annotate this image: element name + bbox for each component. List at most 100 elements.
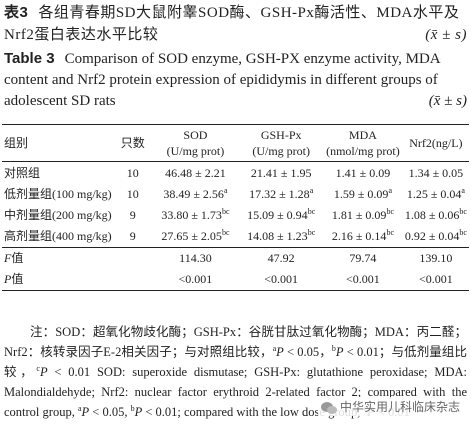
caption-label: 表3 bbox=[4, 4, 29, 21]
significance-mark: a bbox=[388, 186, 392, 195]
caption-cn: 表3 各组青春期SD大鼠附睾SOD酶、GSH-Px酶活性、MDA水平及Nrf2蛋白… bbox=[4, 2, 467, 46]
note-sup: b bbox=[331, 343, 336, 353]
cell-text: 对照组 bbox=[4, 166, 41, 180]
watermark: 中华实用儿科临床杂志 bbox=[317, 397, 463, 416]
significance-mark: a bbox=[223, 186, 228, 195]
stat-value: 79.74 bbox=[349, 251, 377, 265]
table-header: 组别 只数 SOD (U/mg prot) GSH-Px (U/mg prot) MDA (n… bbox=[2, 124, 469, 162]
header-unit: (nmol/mg prot) bbox=[326, 144, 400, 158]
cell-text: 38.49 ± 2.56 bbox=[163, 187, 224, 201]
column-header: Nrf2(ng/L) bbox=[403, 125, 469, 162]
caption-en: Table 3 Comparison of SOD enzyme, GSH-PX … bbox=[4, 48, 467, 112]
group-cell: 中剂量组(200 mg/kg) bbox=[2, 205, 114, 226]
significance-mark: bc bbox=[221, 207, 230, 216]
significance-mark: bc bbox=[459, 228, 467, 237]
significance-mark: bc bbox=[386, 207, 394, 216]
stat-label: P值 bbox=[2, 269, 114, 291]
header-unit: (U/mg prot) bbox=[166, 144, 225, 158]
table-row: 低剂量组(100 mg/kg) 10 38.49 ± 2.56a 17.32 ± 1.… bbox=[2, 184, 469, 205]
stat-value: 47.92 bbox=[267, 251, 295, 265]
header-text: SOD bbox=[183, 128, 208, 142]
caption-label: Table 3 bbox=[4, 50, 55, 67]
cell: 1.34 ± 0.05 bbox=[403, 162, 469, 185]
note-sup: a bbox=[272, 343, 277, 353]
note-text: < 0.05， bbox=[283, 345, 332, 359]
note-sup: c bbox=[36, 363, 40, 373]
cell: 15.09 ± 0.94bc bbox=[239, 205, 323, 226]
watermark-icon bbox=[320, 401, 337, 414]
cell-text: 10 bbox=[126, 166, 139, 180]
cell: 9 bbox=[114, 226, 152, 248]
cell-text: 46.48 ± 2.21 bbox=[165, 166, 226, 180]
note-text: 注：SOD：超氧化物歧化酶；GSH-Px：谷胱甘肽过氧化物酶；MDA：丙二醛；N… bbox=[4, 325, 467, 359]
group-cell: 高剂量组(400 mg/kg) bbox=[2, 226, 114, 248]
stat-value: <0.001 bbox=[419, 272, 453, 286]
table-row: 高剂量组(400 mg/kg) 9 27.65 ± 2.05bc 14.08 ± 1.… bbox=[2, 226, 469, 248]
stat-value: <0.001 bbox=[178, 272, 213, 286]
note-italic: P bbox=[81, 405, 90, 419]
note-text: < 0.01; compared with the low dose group… bbox=[142, 405, 364, 419]
header-text: MDA bbox=[348, 128, 377, 142]
cell-text: 低剂量组(100 mg/kg) bbox=[4, 187, 112, 201]
cell: 17.32 ± 1.28a bbox=[239, 184, 323, 205]
cell-text: 1.59 ± 0.09 bbox=[333, 187, 389, 201]
cell-text: 10 bbox=[126, 187, 139, 201]
cell-text: 17.32 ± 1.28 bbox=[249, 187, 310, 201]
cell: 14.08 ± 1.23bc bbox=[239, 226, 323, 248]
stat-label-text: 值 bbox=[11, 251, 24, 265]
cell-text: 1.34 ± 0.05 bbox=[408, 166, 464, 180]
column-header: GSH-Px (U/mg prot) bbox=[239, 125, 323, 162]
cell: 1.25 ± 0.04a bbox=[403, 184, 469, 205]
cell: 1.81 ± 0.09bc bbox=[323, 205, 403, 226]
significance-mark: a bbox=[461, 186, 465, 195]
cell-text: 21.41 ± 1.95 bbox=[250, 166, 312, 180]
note-sup: b bbox=[130, 403, 135, 413]
data-table: 组别 只数 SOD (U/mg prot) GSH-Px (U/mg prot) MDA (n… bbox=[2, 124, 469, 291]
stat-symbol: P bbox=[4, 272, 12, 286]
significance-mark: bc bbox=[459, 207, 467, 216]
note-text: < 0.01 SOD: superoxide dismutase; GSH-Px… bbox=[4, 365, 467, 419]
cell: 10 bbox=[114, 162, 152, 185]
column-header: 组别 bbox=[2, 125, 114, 162]
cell-text: 1.81 ± 0.09 bbox=[331, 208, 387, 222]
cell-text: 中剂量组(200 mg/kg) bbox=[4, 208, 112, 222]
table-row: 中剂量组(200 mg/kg) 9 33.80 ± 1.73bc 15.09 ± 0.… bbox=[2, 205, 469, 226]
header-text: GSH-Px bbox=[260, 128, 302, 142]
cell-text: 0.92 ± 0.04 bbox=[404, 229, 460, 243]
cell-text: 高剂量组(400 mg/kg) bbox=[4, 229, 112, 243]
significance-mark: a bbox=[309, 186, 314, 195]
watermark-text: 中华实用儿科临床杂志 bbox=[339, 400, 460, 414]
stat-row: P值 <0.001 <0.001 <0.001 <0.001 bbox=[2, 269, 469, 291]
stat-value: 114.30 bbox=[179, 251, 212, 265]
cell-text: 9 bbox=[129, 229, 136, 243]
stat-value: 139.10 bbox=[419, 251, 453, 265]
note-italic: P bbox=[39, 365, 48, 379]
cell: 38.49 ± 2.56a bbox=[152, 184, 240, 205]
significance-mark: bc bbox=[307, 207, 316, 216]
note-italic: P bbox=[335, 345, 344, 359]
significance-mark: bc bbox=[307, 228, 316, 237]
caption-title: 各组青春期SD大鼠附睾SOD酶、GSH-Px酶活性、MDA水平及Nrf2蛋白表达… bbox=[4, 5, 460, 43]
cell-text: 9 bbox=[129, 208, 136, 222]
stat-value: <0.001 bbox=[346, 272, 380, 286]
cell-text: 1.08 ± 0.06 bbox=[404, 208, 460, 222]
note-italic: P bbox=[134, 405, 143, 419]
cell: 46.48 ± 2.21 bbox=[152, 162, 240, 185]
table-body: 对照组 10 46.48 ± 2.21 21.41 ± 1.95 1.41 ± 0.09… bbox=[2, 162, 469, 291]
cell-text: 2.16 ± 0.14 bbox=[331, 229, 387, 243]
stat-symbol: F bbox=[4, 251, 12, 265]
note-sup: a bbox=[77, 403, 82, 413]
cell-text: 14.08 ± 1.23 bbox=[247, 229, 308, 243]
group-cell: 对照组 bbox=[2, 162, 114, 185]
cell-text: 33.80 ± 1.73 bbox=[161, 208, 222, 222]
cell-text: 1.25 ± 0.04 bbox=[406, 187, 462, 201]
header-text: 组别 bbox=[4, 136, 29, 150]
header-text: 只数 bbox=[120, 136, 145, 150]
cell: 1.08 ± 0.06bc bbox=[403, 205, 469, 226]
cell: 0.92 ± 0.04bc bbox=[403, 226, 469, 248]
empty-cell bbox=[114, 248, 152, 270]
cell: 21.41 ± 1.95 bbox=[239, 162, 323, 185]
stat-row: F值 114.30 47.92 79.74 139.10 bbox=[2, 247, 469, 270]
note-text: < 0.05, bbox=[89, 405, 131, 419]
